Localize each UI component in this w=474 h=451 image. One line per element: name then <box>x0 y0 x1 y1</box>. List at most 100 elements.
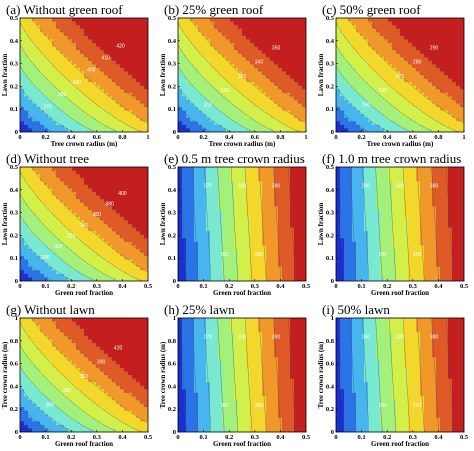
contour-cell <box>436 71 441 76</box>
contour-cell <box>132 117 137 122</box>
contour-cell <box>92 170 97 175</box>
contour-cell <box>218 227 223 232</box>
contour-cell <box>76 71 81 76</box>
contour-cell <box>440 35 445 40</box>
contour-cell <box>190 202 195 207</box>
contour-cell <box>48 121 53 126</box>
contour-cell <box>302 114 306 119</box>
contour-cell <box>210 252 215 257</box>
contour-cell <box>20 25 25 30</box>
contour-cell <box>380 21 385 26</box>
contour-cell <box>408 128 413 132</box>
contour-cell <box>124 39 129 44</box>
contour-cell <box>186 216 191 222</box>
contour-cell <box>408 32 413 37</box>
contour-cell <box>210 117 215 122</box>
contour-cell <box>64 181 69 186</box>
contour-cell <box>254 216 259 222</box>
contour-cell <box>124 124 129 130</box>
contour-cell <box>206 206 211 211</box>
contour-cell <box>198 227 203 232</box>
contour-cell <box>408 89 413 94</box>
contour-cell <box>80 202 85 207</box>
contour-cell <box>364 103 369 108</box>
contour-cell <box>178 256 183 261</box>
contour-cell <box>56 195 61 200</box>
contour-cell <box>178 96 183 101</box>
contour-cell <box>140 46 145 51</box>
contour-cell <box>72 67 77 73</box>
contour-cell <box>336 25 341 30</box>
contour-cell <box>444 50 449 55</box>
contour-cell <box>32 238 37 243</box>
contour-cell <box>128 32 133 37</box>
contour-cell <box>218 57 223 62</box>
contour-cell <box>202 216 207 222</box>
contour-line <box>20 234 74 281</box>
contour-cell <box>344 21 349 26</box>
contour-cell <box>218 245 223 250</box>
contour-cell <box>44 60 49 65</box>
contour-cell <box>96 188 101 193</box>
y-tick-label: 0.3 <box>168 61 177 68</box>
contour-cell <box>258 60 263 65</box>
contour-cell <box>36 64 41 69</box>
x-tick-label: 1 <box>146 134 149 141</box>
contour-cell <box>96 256 101 261</box>
x-tick-label: 0.5 <box>144 283 153 290</box>
contour-cell <box>250 89 255 94</box>
contour-cell <box>242 184 247 189</box>
contour-cell <box>214 195 219 200</box>
contour-cell <box>404 75 409 80</box>
contour-cell <box>266 213 271 218</box>
contour-cell <box>242 227 247 232</box>
contour-cell <box>344 50 349 55</box>
contour-cell <box>238 99 243 105</box>
contour-cell <box>290 78 295 83</box>
contour-cell <box>56 75 61 80</box>
contour-cell <box>262 107 267 112</box>
contour-cell <box>424 39 429 44</box>
contour-cell <box>392 114 397 119</box>
contour-cell <box>412 78 417 83</box>
contour-cell <box>238 220 243 225</box>
contour-cell <box>100 67 105 73</box>
contour-cell <box>214 53 219 58</box>
contour-cell <box>60 241 65 246</box>
contour-cell <box>242 121 247 126</box>
contour-cell <box>214 42 219 48</box>
contour-cell <box>92 266 97 271</box>
contour-cell <box>246 202 251 207</box>
contour-cell <box>96 67 101 73</box>
contour-cell <box>100 259 105 264</box>
contour-cell <box>274 21 279 26</box>
contour-cell <box>258 273 263 279</box>
contour-cell <box>368 78 373 83</box>
contour-cell <box>400 28 405 33</box>
contour-cell <box>246 89 251 94</box>
y-tick-label: 0.5 <box>10 164 19 171</box>
contour-cell <box>88 234 93 239</box>
contour-cell <box>206 202 211 207</box>
contour-cell <box>52 266 57 271</box>
contour-cell <box>242 60 247 65</box>
contour-cell <box>294 107 299 112</box>
contour-cell <box>36 213 41 218</box>
contour-cell <box>302 96 306 101</box>
contour-cell <box>254 110 259 115</box>
x-tick-label: 0.3 <box>93 283 102 290</box>
contour-cell <box>262 188 267 193</box>
contour-cell <box>262 60 267 65</box>
contour-cell <box>116 110 121 115</box>
contour-cell <box>64 28 69 33</box>
contour-cell <box>230 35 235 40</box>
contour-cell <box>266 103 271 108</box>
contour-cell <box>48 206 53 211</box>
contour-cell <box>44 245 49 250</box>
contour-cell <box>234 42 239 48</box>
contour-cell <box>214 202 219 207</box>
contour-cell <box>20 184 25 189</box>
contour-cell <box>420 121 425 126</box>
contour-cell <box>456 82 461 87</box>
contour-cell <box>84 121 89 126</box>
